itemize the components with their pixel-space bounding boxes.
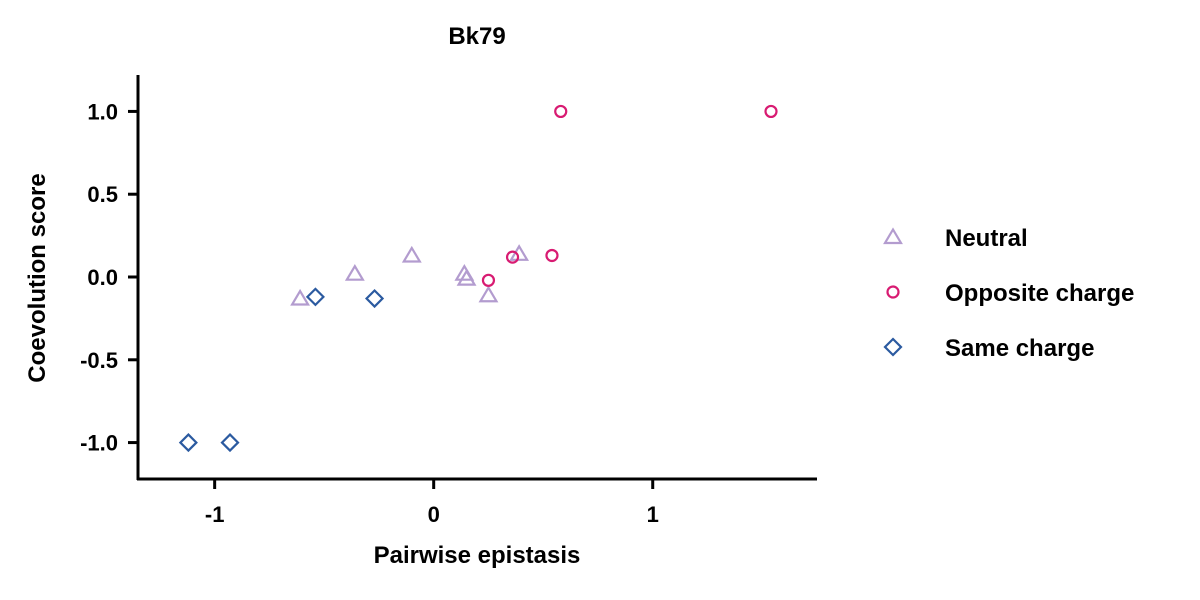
data-point-circle [545,248,559,263]
y-tick-label: 0.0 [87,265,118,290]
x-ticks: -1 0 1 [205,479,659,527]
x-axis-label: Pairwise epistasis [374,542,581,569]
legend-item: Neutral [883,225,1028,252]
plot-area: -1 0 1 1.0 0.5 0.0 -0.5 -1.0 [80,75,817,527]
x-tick-label: 0 [428,502,440,527]
legend-marker-circle [886,285,900,299]
legend-label: Opposite charge [945,280,1134,307]
data-point-circle [764,104,778,119]
data-point-diamond [178,433,198,453]
legend-item: Opposite charge [886,280,1134,307]
data-point-triangle [401,245,422,263]
y-tick-label: -0.5 [80,348,118,373]
data-point-circle [481,273,496,287]
y-tick-label: -1.0 [80,431,118,456]
y-tick-label: 1.0 [87,99,118,124]
data-point-triangle [344,264,365,281]
x-tick-label: 1 [647,502,659,527]
data-point-triangle [456,268,477,286]
legend: Neutral Opposite charge Same charge [883,225,1134,362]
data-point-diamond [364,288,385,309]
data-point-circle [505,250,520,264]
data-point-circle [554,104,568,119]
y-tick-label: 0.5 [87,182,118,207]
x-tick-label: -1 [205,502,225,527]
legend-item: Same charge [883,335,1094,362]
data-point-triangle [290,288,311,306]
data-point-triangle [478,285,499,303]
chart-title: Bk79 [448,23,505,50]
data-point-diamond [305,287,325,307]
legend-label: Same charge [945,335,1094,362]
data-point-diamond [220,433,240,453]
data-point-triangle [509,244,530,261]
y-ticks: 1.0 0.5 0.0 -0.5 -1.0 [80,99,138,456]
legend-label: Neutral [945,225,1028,252]
y-axis-label: Coevolution score [24,173,51,382]
legend-marker-diamond [883,337,903,357]
legend-marker-triangle [883,227,903,245]
data-points [178,104,778,453]
